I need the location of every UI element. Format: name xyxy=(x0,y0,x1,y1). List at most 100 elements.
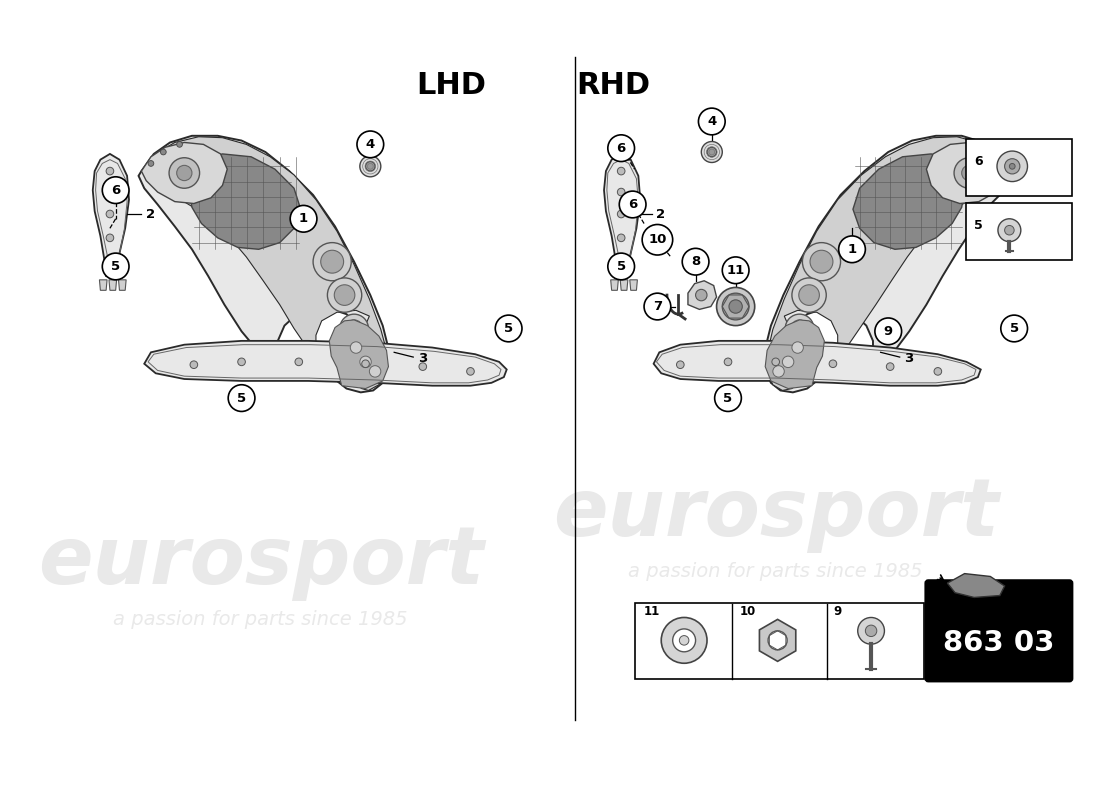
Text: 1: 1 xyxy=(847,242,857,256)
Circle shape xyxy=(773,366,784,377)
Circle shape xyxy=(858,618,884,644)
Polygon shape xyxy=(759,619,795,662)
Circle shape xyxy=(350,342,362,354)
Circle shape xyxy=(1004,226,1014,235)
Text: 10: 10 xyxy=(739,606,756,618)
Text: 5: 5 xyxy=(975,219,982,232)
Circle shape xyxy=(106,210,113,218)
Text: a passion for parts since 1985: a passion for parts since 1985 xyxy=(628,562,923,581)
Circle shape xyxy=(169,158,199,188)
Circle shape xyxy=(802,242,840,281)
Circle shape xyxy=(290,206,317,232)
Polygon shape xyxy=(947,574,1004,598)
Circle shape xyxy=(419,363,427,370)
Text: 6: 6 xyxy=(975,155,982,168)
Circle shape xyxy=(866,625,877,637)
Circle shape xyxy=(874,318,902,345)
Circle shape xyxy=(792,278,826,312)
Text: 2: 2 xyxy=(657,207,665,221)
Circle shape xyxy=(642,225,673,255)
Circle shape xyxy=(360,356,372,367)
Polygon shape xyxy=(119,280,126,290)
Polygon shape xyxy=(852,154,965,250)
Circle shape xyxy=(715,385,741,411)
Circle shape xyxy=(682,248,708,275)
Polygon shape xyxy=(109,280,117,290)
Circle shape xyxy=(340,314,368,342)
Circle shape xyxy=(328,278,362,312)
Text: 7: 7 xyxy=(653,300,662,313)
Circle shape xyxy=(676,361,684,369)
Text: 9: 9 xyxy=(883,325,893,338)
Circle shape xyxy=(106,188,113,196)
FancyBboxPatch shape xyxy=(966,138,1072,196)
Circle shape xyxy=(997,151,1027,182)
Text: eurosport: eurosport xyxy=(553,475,999,554)
Polygon shape xyxy=(189,154,300,250)
Circle shape xyxy=(177,142,183,147)
Circle shape xyxy=(707,147,716,157)
Polygon shape xyxy=(766,320,824,389)
Circle shape xyxy=(295,358,302,366)
Circle shape xyxy=(1004,158,1020,174)
Circle shape xyxy=(1001,315,1027,342)
Circle shape xyxy=(695,290,707,301)
Circle shape xyxy=(661,618,707,663)
Text: 5: 5 xyxy=(1010,322,1019,335)
Circle shape xyxy=(768,631,788,650)
Circle shape xyxy=(617,234,625,242)
Polygon shape xyxy=(620,280,628,290)
Circle shape xyxy=(102,253,129,280)
Circle shape xyxy=(791,320,808,337)
Circle shape xyxy=(321,250,343,273)
Polygon shape xyxy=(764,136,1014,392)
Polygon shape xyxy=(610,280,618,290)
Text: 1: 1 xyxy=(299,212,308,226)
Circle shape xyxy=(177,166,192,181)
Circle shape xyxy=(238,358,245,366)
FancyBboxPatch shape xyxy=(636,603,924,679)
Polygon shape xyxy=(926,142,1012,203)
Polygon shape xyxy=(604,154,640,276)
Circle shape xyxy=(782,356,794,367)
Text: a passion for parts since 1985: a passion for parts since 1985 xyxy=(113,610,408,629)
Text: 5: 5 xyxy=(236,391,246,405)
Circle shape xyxy=(617,188,625,196)
Circle shape xyxy=(716,287,755,326)
Circle shape xyxy=(617,167,625,175)
Circle shape xyxy=(106,255,113,262)
Circle shape xyxy=(838,236,866,262)
Text: 5: 5 xyxy=(724,391,733,405)
Circle shape xyxy=(785,314,814,342)
Polygon shape xyxy=(329,320,388,389)
Circle shape xyxy=(345,320,363,337)
Text: 3: 3 xyxy=(418,351,427,365)
FancyBboxPatch shape xyxy=(966,202,1072,260)
Circle shape xyxy=(724,358,732,366)
Circle shape xyxy=(723,257,749,284)
Polygon shape xyxy=(99,280,107,290)
Text: 5: 5 xyxy=(504,322,514,335)
Circle shape xyxy=(106,234,113,242)
Circle shape xyxy=(102,177,129,203)
Text: 2: 2 xyxy=(146,207,155,221)
Circle shape xyxy=(334,285,355,306)
Text: 6: 6 xyxy=(628,198,637,211)
Circle shape xyxy=(645,293,671,320)
Circle shape xyxy=(358,131,384,158)
Polygon shape xyxy=(630,280,637,290)
Polygon shape xyxy=(142,142,228,203)
Circle shape xyxy=(161,149,166,155)
Text: 4: 4 xyxy=(707,115,716,128)
Text: 11: 11 xyxy=(726,264,745,277)
Circle shape xyxy=(673,629,695,652)
Circle shape xyxy=(810,250,833,273)
Polygon shape xyxy=(92,154,129,276)
Circle shape xyxy=(362,360,370,367)
Circle shape xyxy=(617,210,625,218)
Circle shape xyxy=(887,363,894,370)
Circle shape xyxy=(961,166,977,181)
Circle shape xyxy=(829,360,837,367)
Circle shape xyxy=(106,167,113,175)
Text: 11: 11 xyxy=(645,606,660,618)
